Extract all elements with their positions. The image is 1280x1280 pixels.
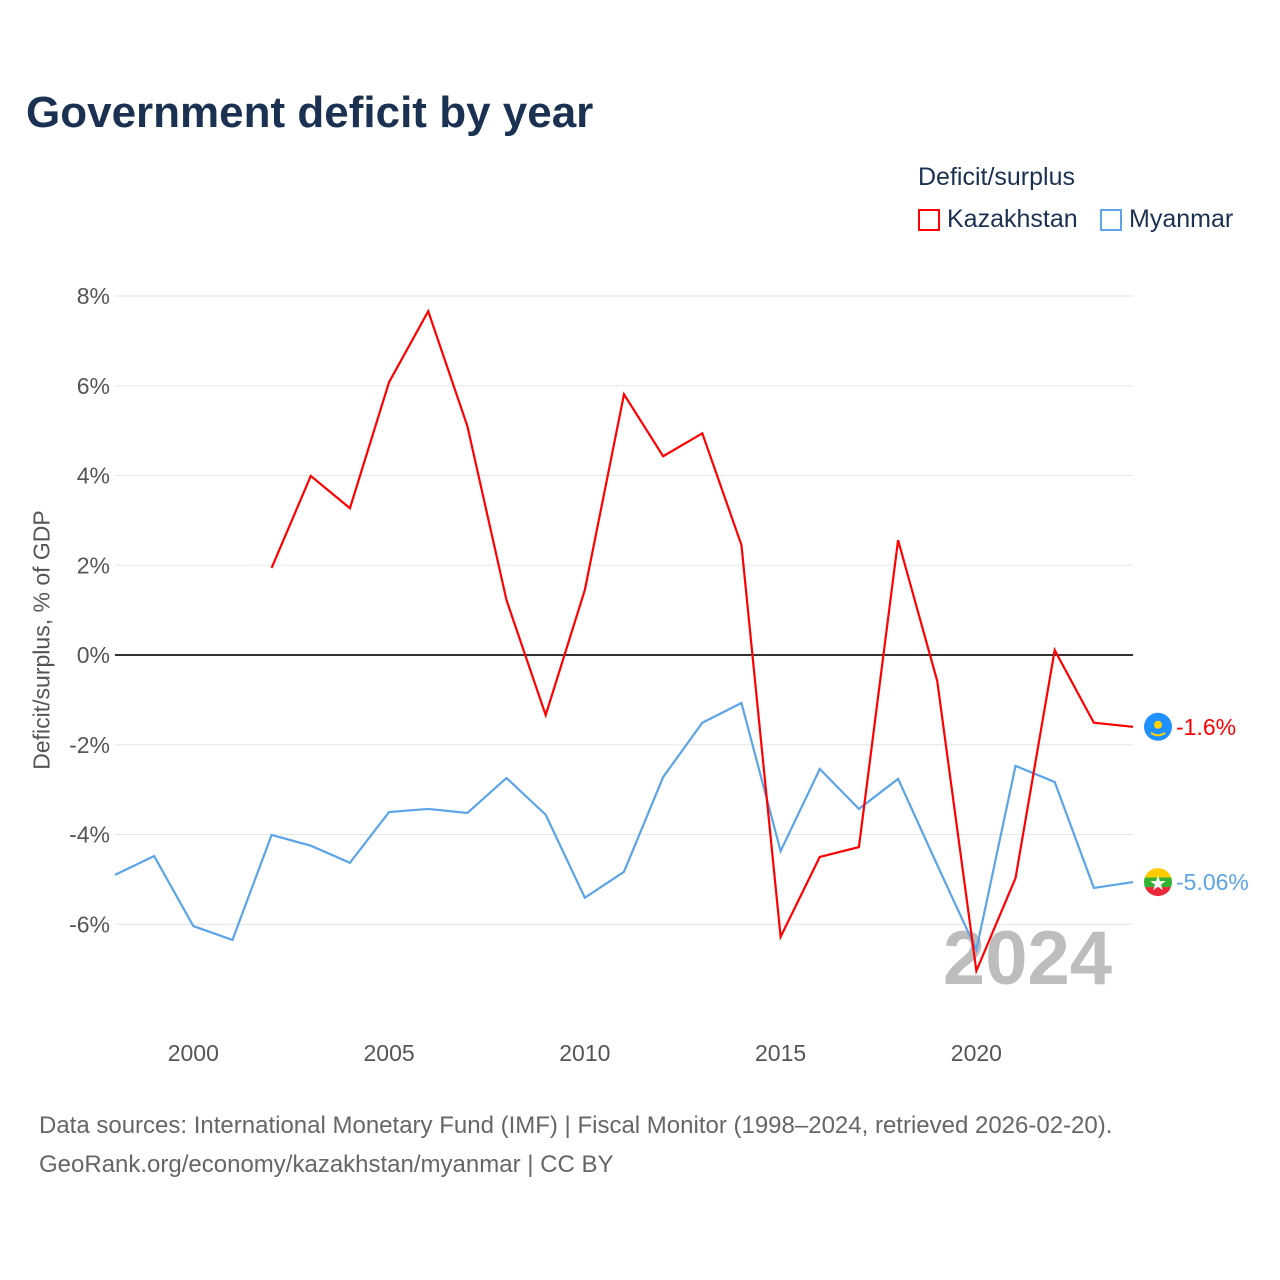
legend-swatch-myanmar xyxy=(1100,208,1122,231)
legend-item-myanmar[interactable]: Myanmar xyxy=(1100,205,1233,234)
y-tick-label: -2% xyxy=(69,732,110,758)
flag-band-yellow xyxy=(1144,868,1172,879)
chart-title: Government deficit by year xyxy=(26,88,594,137)
y-tick-label: 0% xyxy=(77,642,110,668)
myanmar-flag-icon: ★ xyxy=(1149,871,1167,895)
x-tick-label: 2000 xyxy=(168,1040,219,1066)
y-tick-label: -4% xyxy=(69,822,110,848)
y-tick-label: -6% xyxy=(69,911,110,937)
series-line-kazakhstan xyxy=(270,308,1134,976)
flag-band-green xyxy=(1144,877,1172,888)
series-line-myanmar xyxy=(114,701,1134,954)
y-tick-label: 2% xyxy=(77,552,110,578)
y-tick-label: 6% xyxy=(77,373,110,399)
flag-band-red xyxy=(1144,887,1172,897)
legend-title: Deficit/surplus xyxy=(918,163,1075,191)
flag-sun xyxy=(1154,720,1162,729)
x-tick-label: 2005 xyxy=(363,1040,414,1066)
source-link[interactable]: GeoRank.org/economy/kazakhstan/myanmar |… xyxy=(39,1151,614,1178)
end-label-kazakhstan: -1.6% xyxy=(1176,714,1236,740)
x-tick-label: 2020 xyxy=(951,1040,1002,1066)
end-label-myanmar: -5.06% xyxy=(1176,869,1249,895)
source-line: Data sources: International Monetary Fun… xyxy=(39,1112,1113,1139)
y-tick-label: 4% xyxy=(77,463,110,489)
legend-label-kazakhstan: Kazakhstan xyxy=(947,205,1078,233)
year-watermark: 2024 xyxy=(943,916,1112,1001)
x-tick-label: 2010 xyxy=(559,1040,610,1066)
legend-swatch-kazakhstan xyxy=(918,208,940,231)
x-tick-label: 2015 xyxy=(755,1040,806,1066)
legend-item-kazakhstan[interactable]: Kazakhstan xyxy=(918,205,1078,234)
y-tick-label: 8% xyxy=(77,283,110,309)
source-note: Data sources: International Monetary Fun… xyxy=(39,1106,1112,1184)
flag-eagle xyxy=(1150,731,1166,737)
legend-label-myanmar: Myanmar xyxy=(1129,205,1234,233)
